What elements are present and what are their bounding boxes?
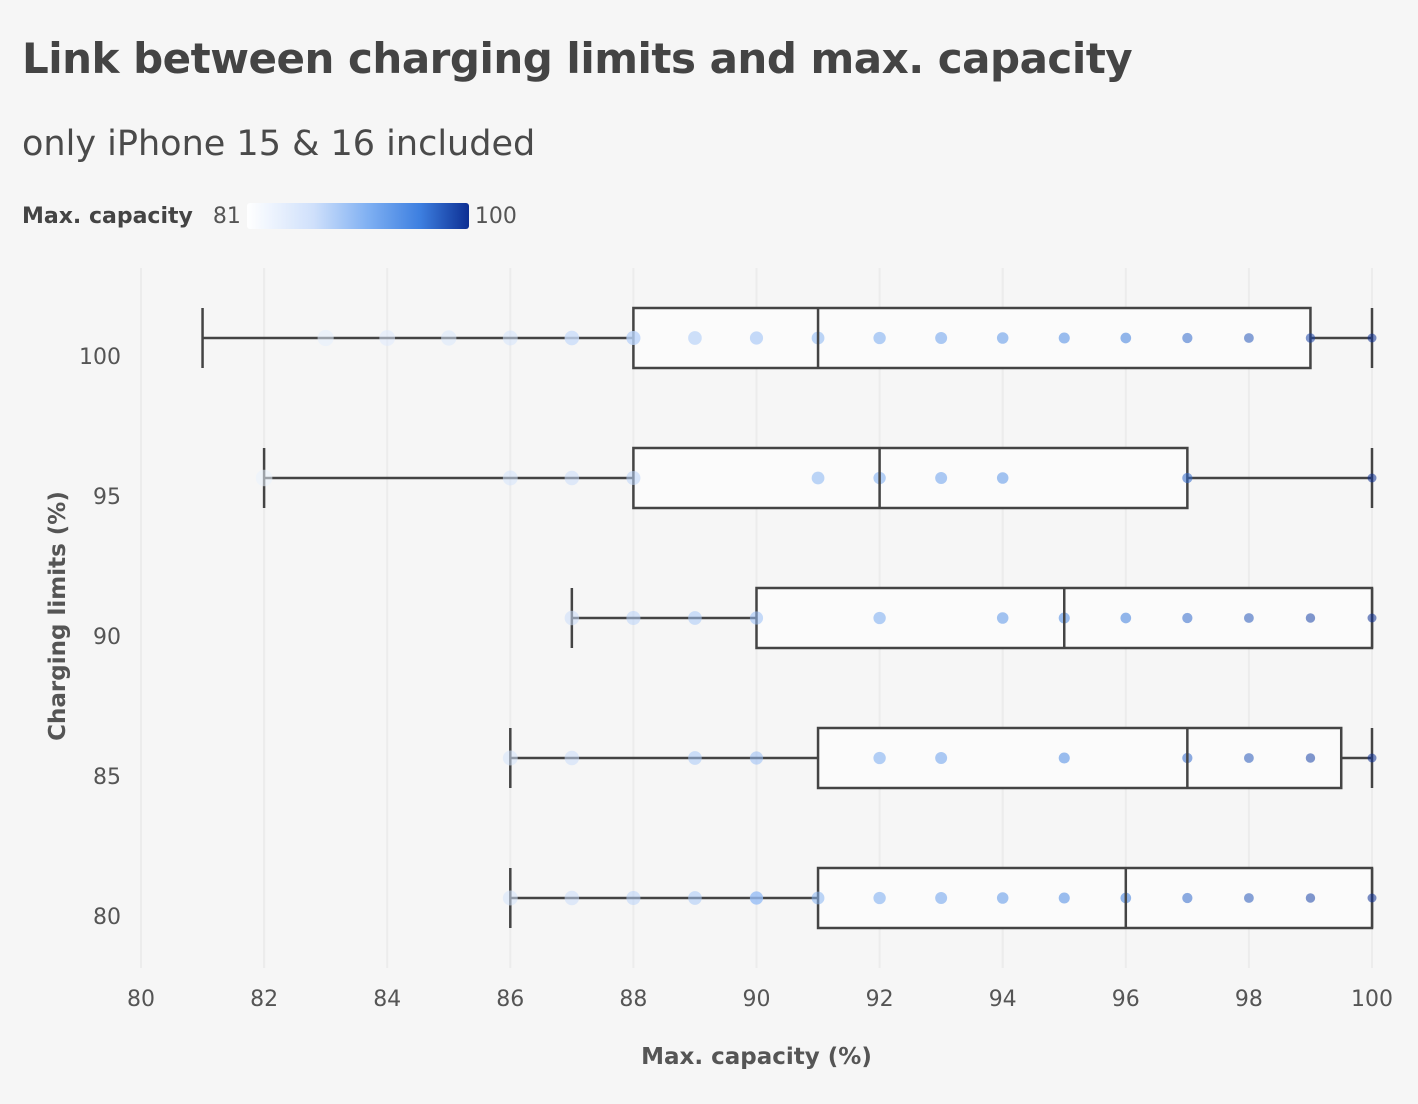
- data-point: [811, 471, 825, 485]
- data-point: [1058, 892, 1070, 904]
- data-point: [1243, 753, 1254, 763]
- x-tick-label: 94: [989, 987, 1017, 1012]
- data-point: [996, 612, 1009, 624]
- legend-title: Max. capacity: [22, 203, 193, 229]
- data-point: [1367, 893, 1377, 903]
- x-tick-label: 98: [1235, 987, 1263, 1012]
- x-tick-label: 90: [743, 987, 771, 1012]
- box-iqr: [632, 306, 1312, 370]
- data-point: [996, 472, 1009, 484]
- data-point: [996, 332, 1009, 344]
- data-point: [441, 330, 457, 346]
- box-iqr: [816, 726, 1343, 790]
- data-point: [1058, 332, 1070, 344]
- data-point: [626, 610, 641, 626]
- data-point: [564, 890, 580, 906]
- data-point: [1367, 333, 1377, 343]
- data-point: [1120, 332, 1132, 344]
- data-point: [1182, 332, 1193, 344]
- data-point: [873, 751, 886, 765]
- box-iqr: [632, 446, 1189, 510]
- data-point: [379, 330, 396, 346]
- data-point: [749, 331, 764, 345]
- data-point: [935, 332, 948, 344]
- x-tick-label: 86: [496, 987, 524, 1012]
- x-tick-label: 84: [373, 987, 401, 1012]
- data-point: [688, 331, 702, 345]
- data-point: [688, 751, 702, 765]
- data-point: [1305, 613, 1316, 623]
- x-tick-label: 92: [866, 987, 894, 1012]
- y-axis-title: Charging limits (%): [45, 491, 71, 741]
- x-tick-label: 96: [1112, 987, 1140, 1012]
- data-point: [502, 330, 518, 346]
- color-legend: Max. capacity 81 100: [22, 200, 517, 232]
- data-point: [1243, 333, 1254, 343]
- legend-gradient-bar: [246, 203, 469, 229]
- data-point: [255, 469, 273, 487]
- x-tick-label: 82: [250, 987, 278, 1012]
- data-point: [749, 891, 764, 905]
- data-point: [873, 611, 886, 625]
- data-point: [688, 611, 702, 625]
- data-point: [1243, 893, 1254, 903]
- y-tick-label: 85: [93, 765, 121, 790]
- data-point: [1243, 613, 1254, 623]
- y-tick-label: 95: [93, 485, 121, 510]
- data-point: [626, 890, 641, 906]
- data-point: [1305, 893, 1316, 903]
- data-point: [1182, 472, 1193, 484]
- data-point: [873, 891, 886, 905]
- x-axis-title: Max. capacity (%): [641, 1044, 872, 1070]
- data-point: [749, 751, 764, 765]
- data-point: [1058, 752, 1070, 764]
- legend-min-label: 81: [212, 203, 241, 229]
- legend-max-label: 100: [474, 203, 517, 229]
- data-point: [1367, 613, 1377, 623]
- data-point: [564, 750, 580, 766]
- x-tick-label: 80: [127, 987, 155, 1012]
- data-point: [564, 330, 580, 346]
- data-point: [935, 472, 948, 484]
- y-tick-label: 90: [93, 625, 121, 650]
- data-point: [1120, 612, 1132, 624]
- data-point: [564, 610, 580, 626]
- data-point: [1367, 473, 1377, 483]
- data-point: [935, 752, 948, 764]
- y-tick-label: 100: [79, 345, 121, 370]
- data-point: [564, 470, 580, 486]
- data-point: [1367, 753, 1377, 763]
- data-point: [1305, 333, 1316, 343]
- x-tick-label: 100: [1351, 987, 1393, 1012]
- data-point: [1182, 612, 1193, 624]
- box-iqr: [816, 866, 1374, 930]
- x-tick-label: 88: [619, 987, 647, 1012]
- data-point: [1182, 892, 1193, 904]
- data-point: [502, 890, 518, 906]
- data-point: [935, 892, 948, 904]
- y-tick-label: 80: [93, 905, 121, 930]
- data-point: [811, 891, 825, 905]
- data-point: [502, 470, 518, 486]
- data-point: [502, 750, 518, 766]
- data-point: [749, 611, 764, 625]
- data-point: [1305, 753, 1316, 763]
- data-point: [873, 331, 886, 345]
- data-point: [317, 329, 334, 347]
- chart-subtitle: only iPhone 15 & 16 included: [22, 124, 536, 164]
- data-point: [688, 891, 702, 905]
- data-point: [626, 330, 641, 346]
- data-point: [996, 892, 1009, 904]
- data-point: [626, 470, 641, 486]
- chart-title: Link between charging limits and max. ca…: [22, 34, 1133, 83]
